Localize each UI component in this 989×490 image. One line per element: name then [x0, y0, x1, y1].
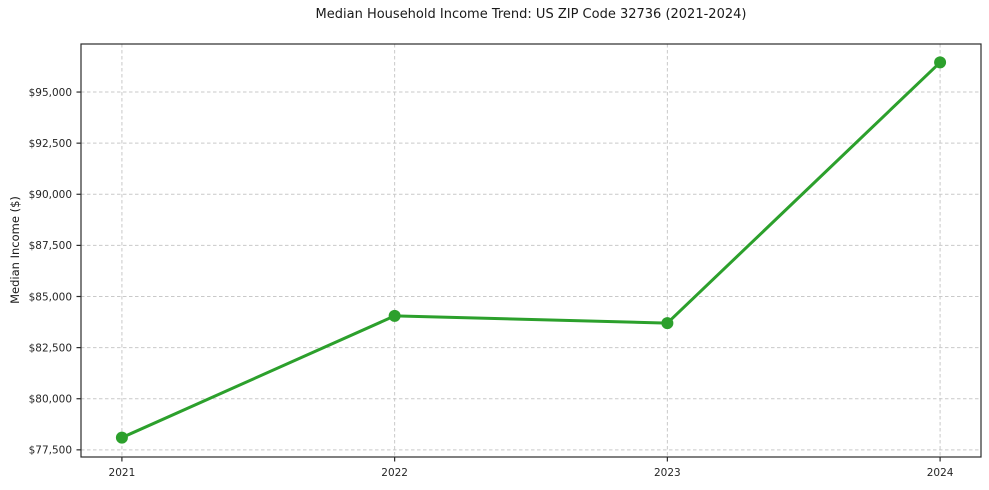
plot-border: [80, 43, 982, 458]
chart-title: Median Household Income Trend: US ZIP Co…: [315, 7, 747, 22]
y-tick-label: $82,500: [29, 342, 72, 354]
y-tick-label: $92,500: [29, 138, 72, 150]
x-tick-label: 2024: [927, 467, 954, 479]
y-tick-label: $85,000: [29, 291, 72, 303]
x-tick-label: 2022: [381, 467, 408, 479]
y-tick-label: $87,500: [29, 240, 72, 252]
x-tick-label: 2023: [654, 467, 681, 479]
data-point: [115, 431, 128, 444]
y-tick-label: $95,000: [29, 87, 72, 99]
x-tick-label: 2021: [109, 467, 136, 479]
y-tick-label: $90,000: [29, 189, 72, 201]
data-point: [934, 56, 947, 69]
trend-line: [120, 60, 942, 440]
data-point: [661, 317, 674, 330]
y-tick-label: $80,000: [29, 394, 72, 406]
y-tick-label: $77,500: [29, 445, 72, 457]
data-point: [388, 309, 401, 322]
